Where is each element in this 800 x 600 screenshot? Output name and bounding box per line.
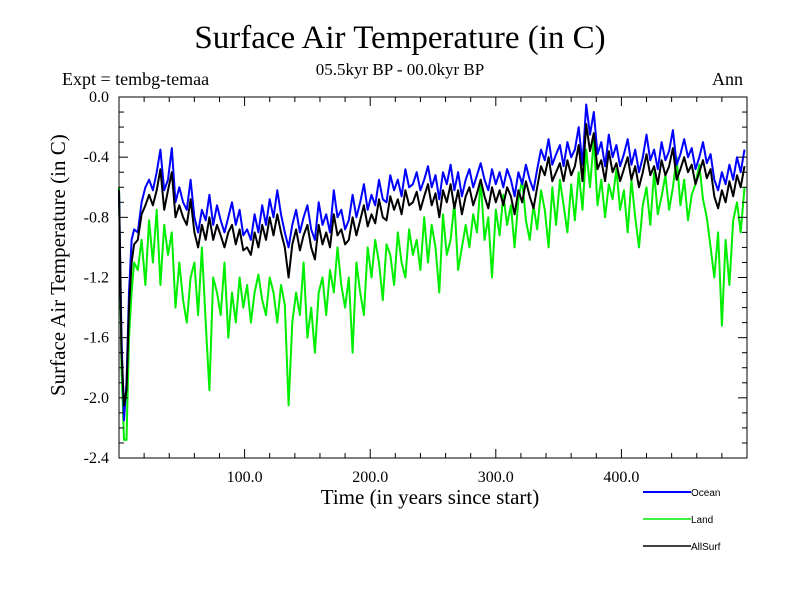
series-layer xyxy=(118,103,746,441)
y-tick-label: -1.2 xyxy=(84,270,109,287)
axis-ticks: 100.0 200.0 300.0 400.0 0.0 -0.4 -0.8 -1.2 -1.6 -… xyxy=(84,89,747,486)
y-tick-label: -2.0 xyxy=(84,390,109,407)
x-tick-label: 200.0 xyxy=(352,469,388,486)
season-label: Ann xyxy=(712,69,743,89)
legend-item-land: Land xyxy=(643,515,713,526)
legend-label: Ocean xyxy=(691,488,720,499)
legend-label: AllSurf xyxy=(691,542,721,553)
series-line-land xyxy=(118,138,746,441)
x-tick-label: 300.0 xyxy=(478,469,514,486)
x-tick-label: 100.0 xyxy=(227,469,263,486)
experiment-label: Expt = tembg-temaa xyxy=(62,69,210,89)
y-tick-label: -2.4 xyxy=(84,450,109,467)
y-tick-label: -0.8 xyxy=(84,209,109,226)
legend-label: Land xyxy=(691,515,713,526)
legend-item-allsurf: AllSurf xyxy=(643,542,721,553)
legend-item-ocean: Ocean xyxy=(643,488,720,499)
y-tick-label: 0.0 xyxy=(89,89,109,106)
y-tick-label: -1.6 xyxy=(84,330,109,347)
y-tick-label: -0.4 xyxy=(84,149,109,166)
series-line-ocean xyxy=(118,103,746,422)
chart-title: Surface Air Temperature (in C) xyxy=(194,20,606,56)
legend: Ocean Land AllSurf xyxy=(643,488,721,553)
chart-subtitle: 05.5kyr BP - 00.0kyr BP xyxy=(315,60,485,79)
x-axis-label: Time (in years since start) xyxy=(320,485,540,509)
x-tick-label: 400.0 xyxy=(603,469,639,486)
series-line-allsurf xyxy=(118,123,746,407)
